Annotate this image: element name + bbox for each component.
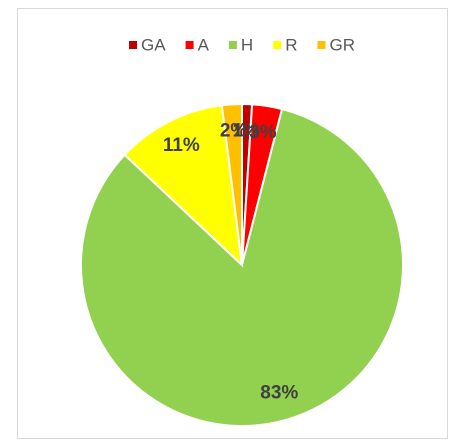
legend-label: A: [198, 35, 210, 54]
data-label: 3%: [249, 122, 277, 143]
data-label: 2%: [220, 121, 248, 142]
legend-swatch: [129, 41, 138, 49]
data-label: 1%: [232, 120, 260, 141]
legend-label: GA: [141, 35, 166, 54]
legend-swatch: [228, 41, 237, 49]
data-label: 83%: [260, 382, 298, 403]
legend-label: GR: [329, 35, 355, 54]
legend-swatch: [273, 41, 282, 49]
legend-swatch: [317, 41, 326, 49]
pie-slice: [80, 107, 404, 427]
legend-label: H: [241, 35, 253, 54]
data-label: 11%: [163, 135, 200, 156]
pie-slice: [220, 102, 243, 266]
legend-label: R: [285, 35, 297, 54]
pie-slice: [123, 104, 244, 268]
legend-swatch: [185, 41, 194, 49]
